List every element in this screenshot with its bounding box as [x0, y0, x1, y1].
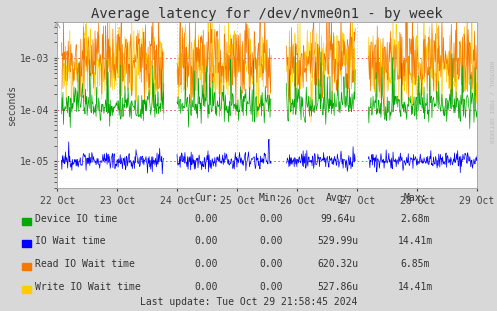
- Text: Last update: Tue Oct 29 21:58:45 2024: Last update: Tue Oct 29 21:58:45 2024: [140, 297, 357, 307]
- Text: 0.00: 0.00: [194, 259, 218, 269]
- Text: 0.00: 0.00: [259, 259, 283, 269]
- Text: IO Wait time: IO Wait time: [35, 236, 105, 246]
- Text: Read IO Wait time: Read IO Wait time: [35, 259, 135, 269]
- Text: Write IO Wait time: Write IO Wait time: [35, 282, 141, 292]
- Text: 0.00: 0.00: [194, 236, 218, 246]
- Title: Average latency for /dev/nvme0n1 - by week: Average latency for /dev/nvme0n1 - by we…: [91, 7, 443, 21]
- Text: 14.41m: 14.41m: [398, 282, 432, 292]
- Text: 2.68m: 2.68m: [400, 214, 430, 224]
- Text: 14.41m: 14.41m: [398, 236, 432, 246]
- Text: 6.85m: 6.85m: [400, 259, 430, 269]
- Text: 99.64u: 99.64u: [321, 214, 355, 224]
- Y-axis label: seconds: seconds: [7, 84, 17, 126]
- Text: 0.00: 0.00: [194, 282, 218, 292]
- Text: 0.00: 0.00: [259, 214, 283, 224]
- Text: RRDTOOL / TOBI OETIKER: RRDTOOL / TOBI OETIKER: [489, 61, 494, 144]
- Text: Device IO time: Device IO time: [35, 214, 117, 224]
- Text: 0.00: 0.00: [194, 214, 218, 224]
- Text: Max:: Max:: [403, 193, 427, 202]
- Text: Cur:: Cur:: [194, 193, 218, 202]
- Text: 529.99u: 529.99u: [318, 236, 358, 246]
- Text: Avg:: Avg:: [326, 193, 350, 202]
- Text: 527.86u: 527.86u: [318, 282, 358, 292]
- Text: Min:: Min:: [259, 193, 283, 202]
- Text: 0.00: 0.00: [259, 236, 283, 246]
- Text: 0.00: 0.00: [259, 282, 283, 292]
- Text: 620.32u: 620.32u: [318, 259, 358, 269]
